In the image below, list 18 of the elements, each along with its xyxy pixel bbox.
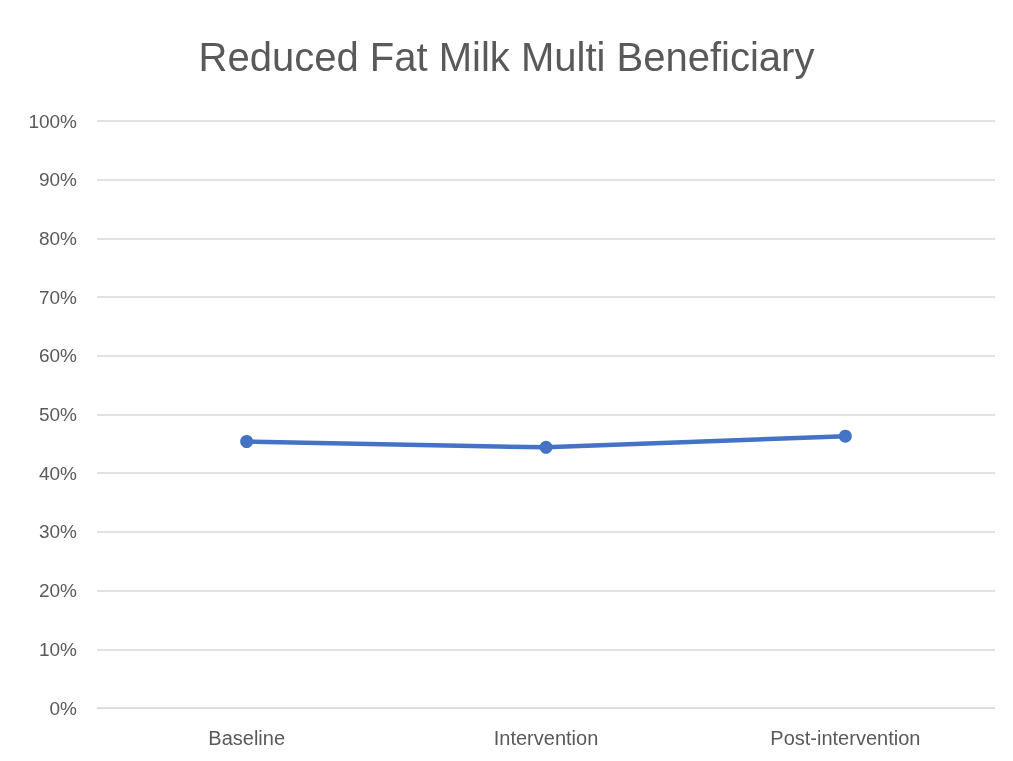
x-tick-label: Intervention bbox=[493, 727, 599, 749]
point bbox=[240, 435, 254, 448]
y-tick-label: 100% bbox=[28, 110, 78, 132]
y-tick-label: 0% bbox=[49, 697, 78, 719]
chart-title: Reduced Fat Milk Multi Beneficiary bbox=[198, 35, 815, 79]
y-tick-label: 50% bbox=[38, 404, 78, 425]
y-tick-label: 30% bbox=[38, 521, 78, 543]
y-tick-label: 90% bbox=[38, 169, 78, 191]
point bbox=[539, 440, 553, 454]
y-tick-label: 70% bbox=[38, 286, 78, 308]
y-tick-label: 20% bbox=[38, 580, 78, 602]
x-tick-label: Post-intervention bbox=[770, 727, 921, 749]
y-tick-label: 40% bbox=[38, 462, 78, 484]
point bbox=[838, 429, 852, 443]
y-tick-label: 10% bbox=[38, 638, 78, 660]
y-tick-label: 80% bbox=[38, 227, 78, 249]
y-tick-label: 60% bbox=[38, 345, 78, 367]
x-tick-label: Baseline bbox=[208, 727, 286, 749]
